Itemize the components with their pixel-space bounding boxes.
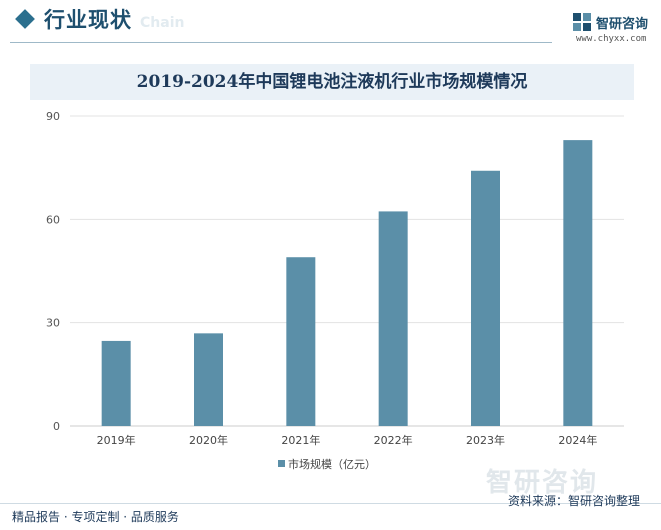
bar <box>378 211 408 426</box>
page-header: Chain 行业现状 智研咨询 www.chyxx.com <box>0 0 661 46</box>
y-tick-label: 90 <box>46 110 60 123</box>
y-tick-label: 30 <box>46 317 60 330</box>
brand-logo-icon <box>573 13 591 31</box>
x-tick-label: 2019年 <box>97 433 136 447</box>
brand-block: 智研咨询 www.chyxx.com <box>572 12 658 46</box>
x-tick-label: 2023年 <box>466 433 505 447</box>
footer-slogan: 精品报告 · 专项定制 · 品质服务 <box>12 510 179 524</box>
brand-name: 智研咨询 <box>596 17 649 32</box>
chart-title: 2019-2024年中国锂电池注液机行业市场规模情况 <box>136 72 528 92</box>
x-tick-label: 2021年 <box>281 433 320 447</box>
bar <box>194 333 223 426</box>
x-tick-label: 2024年 <box>558 433 597 447</box>
y-tick-label: 0 <box>53 420 60 433</box>
footer-divider <box>0 503 661 504</box>
legend-swatch <box>278 460 285 467</box>
header-divider <box>10 42 552 43</box>
x-tick-label: 2020年 <box>189 433 228 447</box>
y-tick-label: 60 <box>46 213 60 226</box>
brand-url: www.chyxx.com <box>576 34 647 44</box>
bar <box>286 257 316 426</box>
bar <box>471 170 500 426</box>
bar <box>563 140 593 426</box>
chart-title-band: 2019-2024年中国锂电池注液机行业市场规模情况 <box>30 64 634 100</box>
source-note: 资料来源：智研咨询整理 <box>508 494 641 508</box>
legend-label: 市场规模（亿元） <box>288 457 376 471</box>
section-title: 行业现状 <box>44 8 132 32</box>
watermark-text: 智研咨询 <box>486 468 599 498</box>
x-tick-label: 2022年 <box>374 433 413 447</box>
header-ghost-text: Chain <box>140 15 185 31</box>
bar <box>101 340 131 426</box>
